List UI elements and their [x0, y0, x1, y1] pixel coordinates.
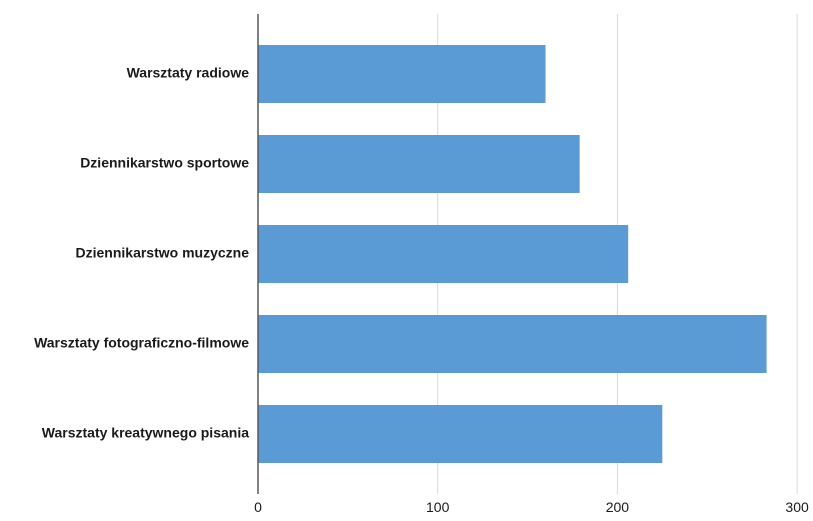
category-label-4: Warsztaty kreatywnego pisania	[42, 425, 249, 441]
category-label-3: Warsztaty fotograficzno-filmowe	[34, 335, 249, 351]
bar-3	[258, 315, 767, 373]
bar-4	[258, 405, 663, 463]
category-label-2: Dziennikarstwo muzyczne	[76, 245, 250, 261]
x-tick-label-300: 300	[785, 499, 809, 515]
bar-1	[258, 135, 580, 193]
x-tick-label-200: 200	[606, 499, 630, 515]
bar-2	[258, 225, 629, 283]
x-tick-label-100: 100	[426, 499, 450, 515]
x-tick-label-0: 0	[254, 499, 262, 515]
category-label-0: Warsztaty radiowe	[127, 65, 250, 81]
bar-0	[258, 45, 546, 103]
category-label-1: Dziennikarstwo sportowe	[80, 155, 249, 171]
